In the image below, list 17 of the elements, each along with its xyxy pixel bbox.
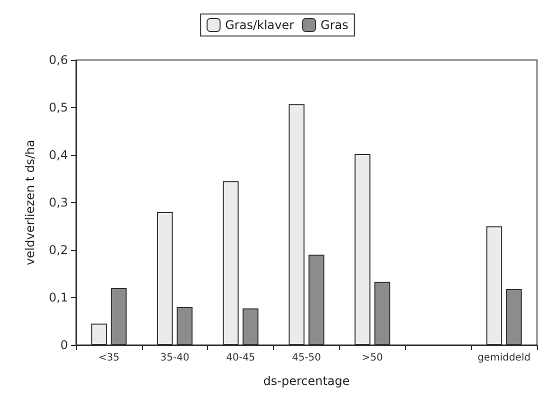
x-tick-label: 40-45	[226, 352, 256, 364]
x-tick-label: 35-40	[160, 352, 190, 364]
y-tick-label: 0,1	[48, 290, 68, 304]
x-axis-title: ds-percentage	[263, 374, 350, 388]
x-tick-label: gemiddeld	[478, 352, 531, 364]
x-tick-label: >50	[362, 352, 383, 364]
y-tick-label: 0,3	[48, 196, 68, 210]
y-axis-title: veldverliezen t ds/ha	[23, 140, 37, 266]
y-tick-label: 0,5	[48, 100, 68, 114]
legend-label: Gras/klaver	[225, 18, 294, 32]
y-tick-label: 0,4	[48, 148, 68, 162]
y-tick-label: 0	[60, 338, 68, 352]
x-tick-label: <35	[98, 352, 120, 364]
x-tick-label: 45-50	[292, 352, 322, 364]
y-tick-label: 0,2	[48, 243, 68, 257]
legend-label: Gras	[320, 18, 348, 32]
y-tick-label: 0,6	[48, 53, 68, 67]
